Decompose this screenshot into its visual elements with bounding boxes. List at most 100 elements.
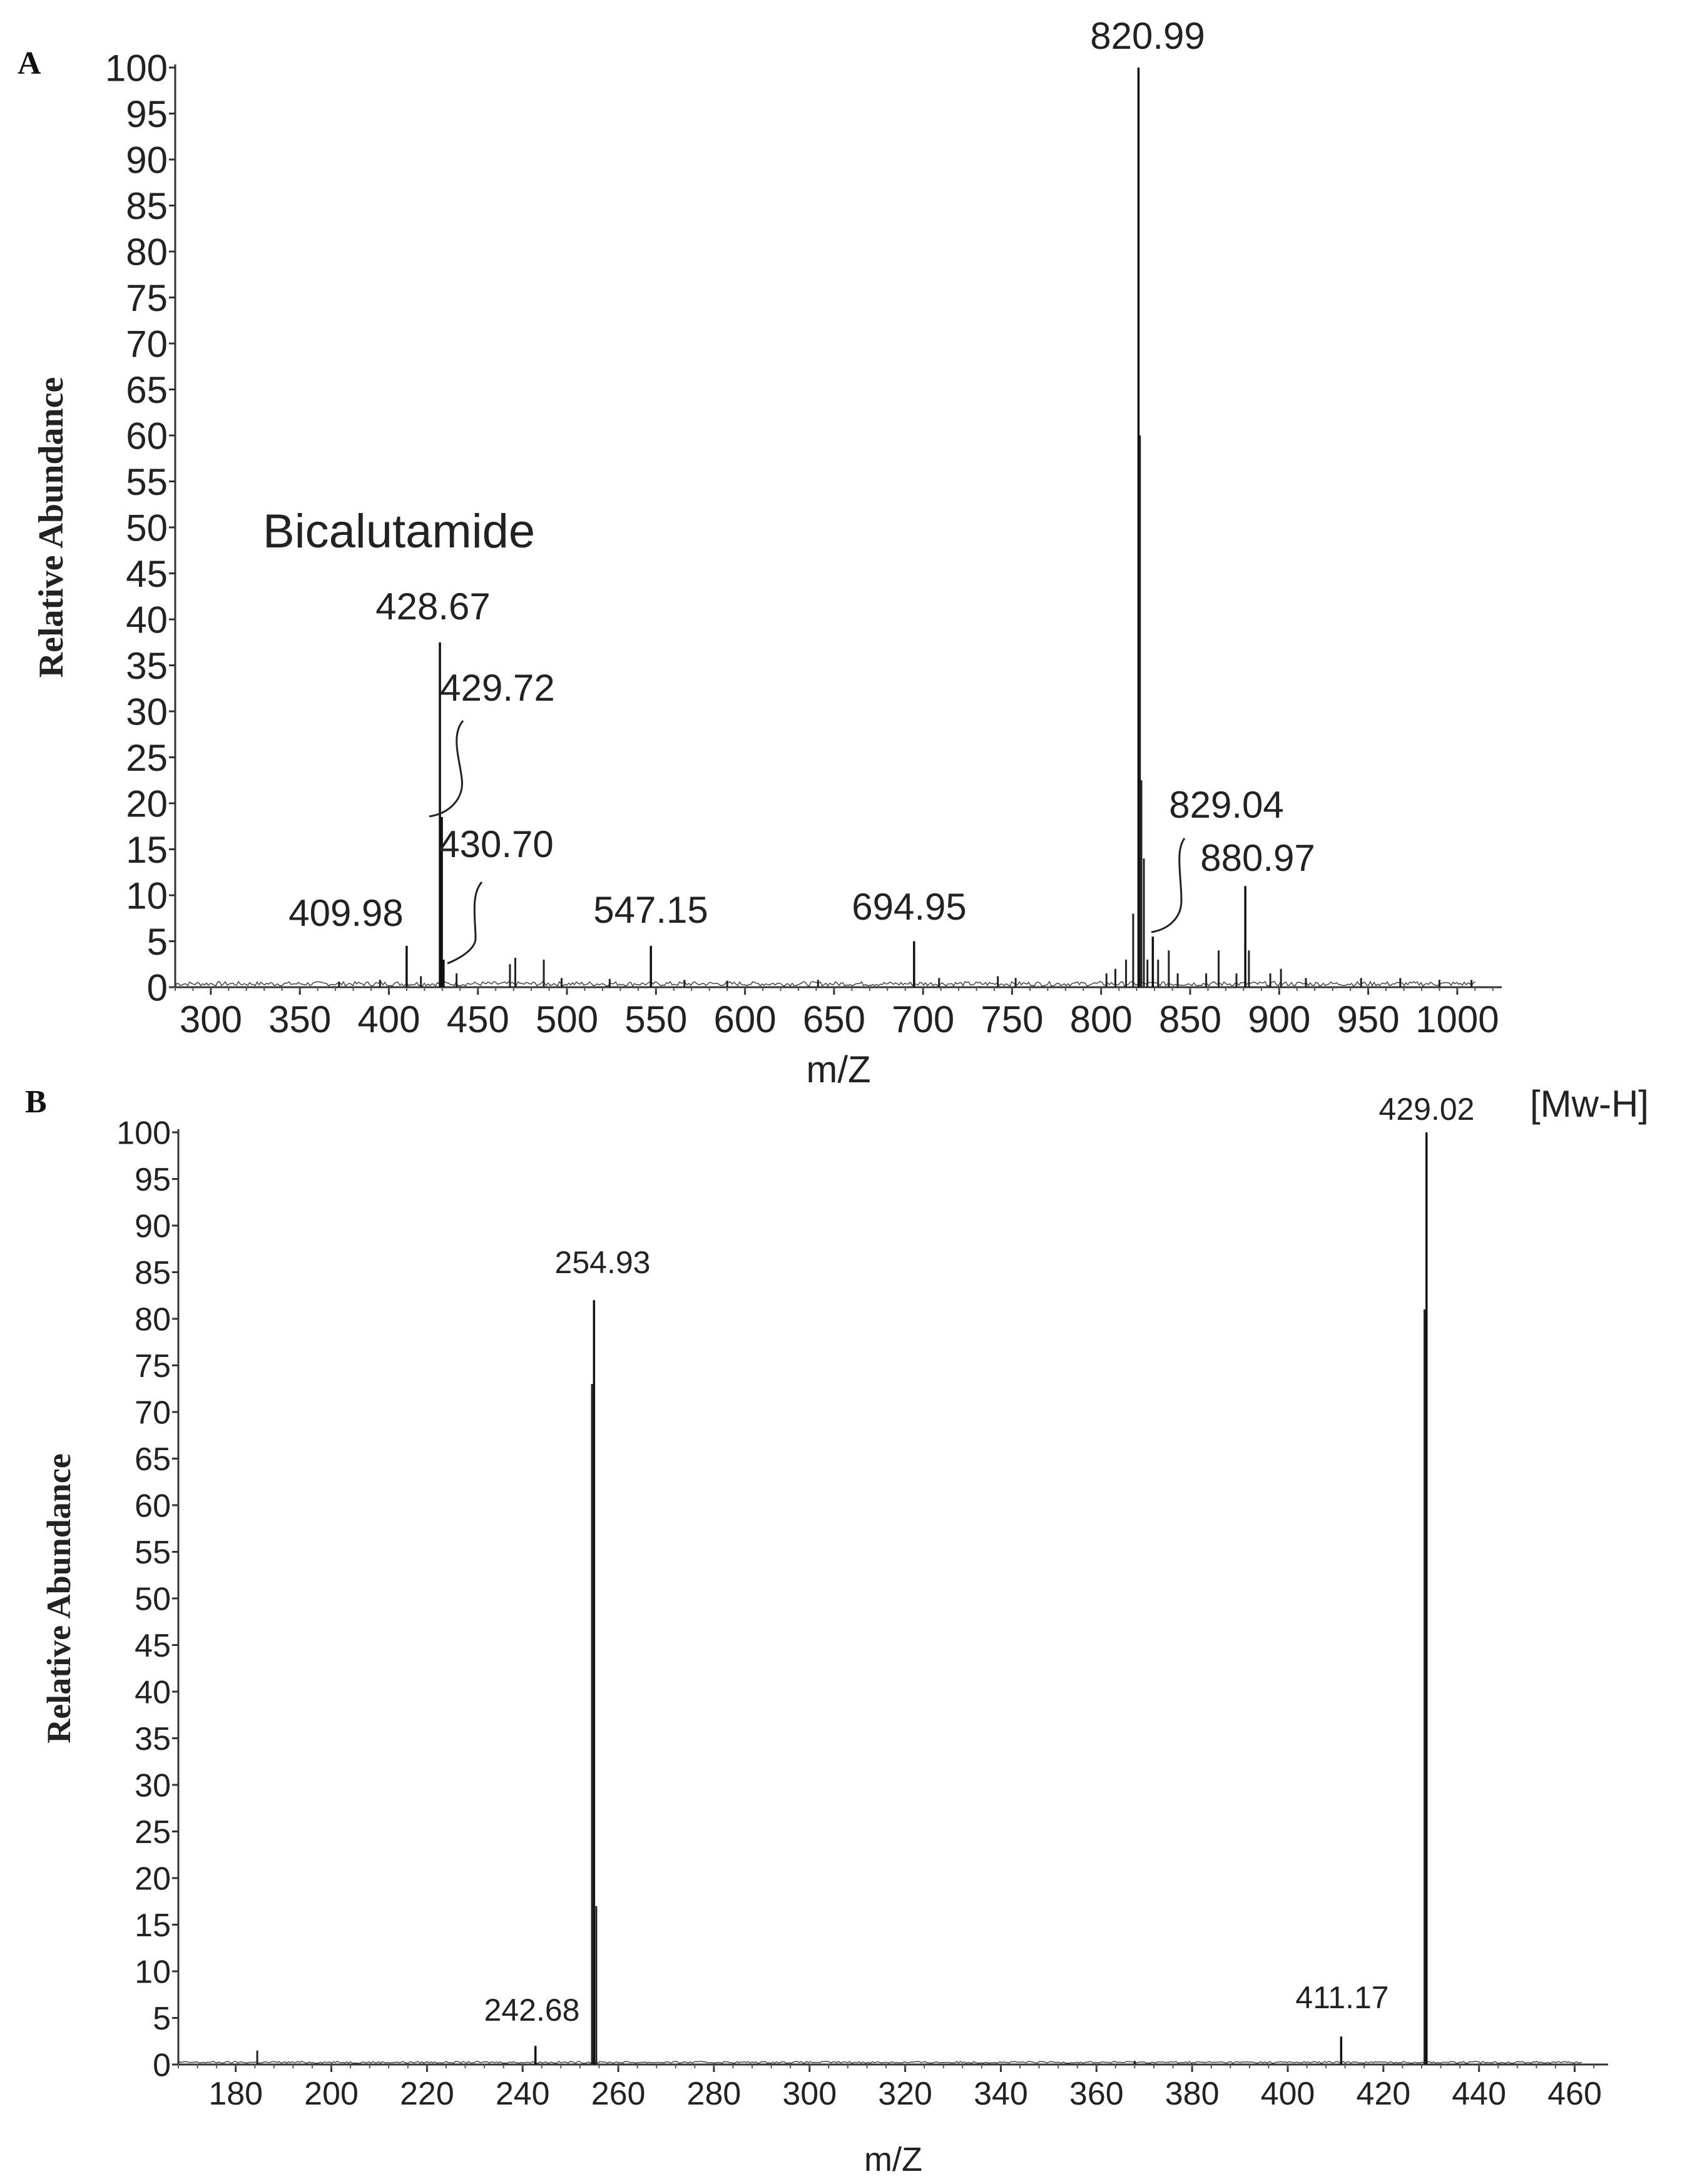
y-tick-label: 15 xyxy=(135,1907,171,1944)
spectrum-annotation: [Mw-H] xyxy=(1530,1083,1649,1125)
peak-label: 254.93 xyxy=(555,1245,651,1280)
x-tick-label: 460 xyxy=(1547,2076,1602,2112)
y-tick-label: 20 xyxy=(126,783,168,825)
y-tick-label: 10 xyxy=(135,1954,171,1991)
panel-letter: B xyxy=(25,1084,47,1120)
y-tick-label: 75 xyxy=(135,1348,171,1384)
x-tick-label: 700 xyxy=(892,998,954,1040)
y-tick-label: 70 xyxy=(135,1395,171,1431)
y-tick-label: 55 xyxy=(126,461,168,503)
y-tick-label: 25 xyxy=(135,1814,171,1851)
y-tick-label: 65 xyxy=(135,1441,171,1478)
y-tick-label: 60 xyxy=(126,415,168,457)
x-tick-label: 1000 xyxy=(1415,998,1499,1040)
y-axis-label: Relative Abundance xyxy=(32,377,71,678)
y-tick-label: 0 xyxy=(147,967,168,1009)
y-tick-label: 90 xyxy=(126,140,168,181)
x-tick-label: 260 xyxy=(591,2076,646,2112)
y-tick-label: 90 xyxy=(135,1209,171,1245)
y-tick-label: 95 xyxy=(135,1162,171,1198)
peak-label: 820.99 xyxy=(1090,15,1205,57)
y-tick-label: 5 xyxy=(153,2001,171,2037)
x-tick-label: 950 xyxy=(1337,998,1400,1040)
y-tick-label: 80 xyxy=(126,231,168,273)
y-tick-label: 10 xyxy=(126,875,168,917)
baseline-noise xyxy=(175,980,1476,988)
y-tick-label: 45 xyxy=(135,1628,171,1664)
peak-label: 429.02 xyxy=(1379,1092,1475,1127)
y-tick-label: 70 xyxy=(126,323,168,365)
x-tick-label: 350 xyxy=(268,998,331,1040)
x-tick-label: 380 xyxy=(1165,2076,1220,2112)
x-tick-label: 400 xyxy=(357,998,420,1040)
panel-a: A051015202530354045505560657075808590951… xyxy=(18,15,1502,1090)
y-tick-label: 80 xyxy=(135,1302,171,1338)
y-tick-label: 85 xyxy=(126,185,168,227)
peak-leader-line xyxy=(1151,838,1186,933)
y-tick-label: 40 xyxy=(135,1675,171,1711)
x-tick-label: 900 xyxy=(1248,998,1310,1040)
peak-label: 409.98 xyxy=(288,892,404,934)
y-tick-label: 30 xyxy=(126,691,168,733)
y-tick-label: 85 xyxy=(135,1255,171,1291)
x-tick-label: 800 xyxy=(1070,998,1133,1040)
x-tick-label: 600 xyxy=(714,998,777,1040)
y-tick-label: 100 xyxy=(116,1115,171,1152)
y-axis-label: Relative Abundance xyxy=(40,1453,78,1744)
x-tick-label: 220 xyxy=(400,2076,454,2112)
x-tick-label: 340 xyxy=(974,2076,1028,2112)
y-tick-label: 50 xyxy=(126,507,168,549)
peak-leader-line xyxy=(447,881,483,965)
x-axis-label: m/Z xyxy=(806,1049,870,1090)
y-tick-label: 65 xyxy=(126,369,168,411)
y-tick-label: 55 xyxy=(135,1535,171,1571)
y-tick-label: 45 xyxy=(126,553,168,595)
y-tick-label: 20 xyxy=(135,1861,171,1897)
peak-label: 547.15 xyxy=(593,889,708,931)
x-tick-label: 650 xyxy=(803,998,865,1040)
x-tick-label: 850 xyxy=(1159,998,1221,1040)
x-tick-label: 400 xyxy=(1261,2076,1315,2112)
y-tick-label: 25 xyxy=(126,737,168,779)
y-tick-label: 95 xyxy=(126,93,168,135)
y-tick-label: 40 xyxy=(126,599,168,641)
x-tick-label: 360 xyxy=(1069,2076,1124,2112)
y-tick-label: 30 xyxy=(135,1768,171,1804)
x-tick-label: 500 xyxy=(536,998,598,1040)
y-tick-label: 60 xyxy=(135,1488,171,1525)
peak-label: 430.70 xyxy=(439,823,554,865)
x-tick-label: 440 xyxy=(1452,2076,1506,2112)
y-tick-label: 100 xyxy=(105,48,168,89)
x-tick-label: 750 xyxy=(981,998,1043,1040)
x-tick-label: 200 xyxy=(304,2076,359,2112)
x-tick-label: 450 xyxy=(447,998,509,1040)
x-tick-label: 280 xyxy=(687,2076,741,2112)
x-tick-label: 420 xyxy=(1356,2076,1410,2112)
y-tick-label: 5 xyxy=(147,921,168,963)
panel-b: B 0 5 10 15 20 25 30 35 40 45 50 55 60 65 70 75 80 85 90 95 1… xyxy=(25,1083,1649,2178)
peak-label: 428.67 xyxy=(375,586,491,627)
peak-label: 880.97 xyxy=(1200,837,1315,879)
x-tick-label: 180 xyxy=(208,2076,263,2112)
peak-label: 829.04 xyxy=(1169,784,1284,826)
spectrum-annotation: Bicalutamide xyxy=(263,505,535,558)
x-tick-label: 320 xyxy=(878,2076,932,2112)
x-tick-label: 550 xyxy=(624,998,687,1040)
y-tick-label: 35 xyxy=(126,645,168,687)
panel-letter: A xyxy=(18,46,41,81)
x-tick-label: 240 xyxy=(496,2076,550,2112)
peak-label: 242.68 xyxy=(484,1993,580,2028)
y-tick-label: 0 xyxy=(153,2048,171,2084)
y-tick-label: 15 xyxy=(126,829,168,871)
x-axis-label: m/Z xyxy=(864,2141,922,2178)
y-tick-label: 35 xyxy=(135,1721,171,1757)
peak-leader-line xyxy=(429,720,464,818)
peak-label: 694.95 xyxy=(852,886,967,928)
x-tick-label: 300 xyxy=(782,2076,837,2112)
peak-label: 429.72 xyxy=(440,667,555,709)
y-tick-label: 50 xyxy=(135,1582,171,1618)
y-tick-label: 75 xyxy=(126,277,168,319)
x-tick-label: 300 xyxy=(180,998,242,1040)
peak-label: 411.17 xyxy=(1295,1980,1389,2015)
